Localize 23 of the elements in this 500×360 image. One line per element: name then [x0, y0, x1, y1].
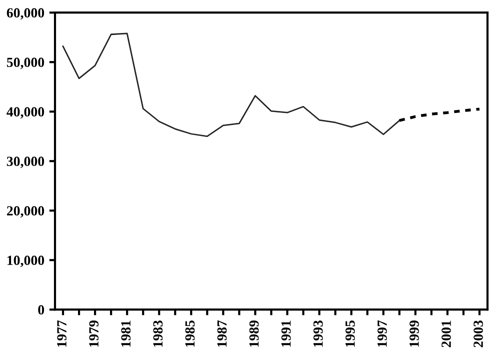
x-tick-label: 1983	[153, 320, 163, 347]
line-series	[62, 32, 400, 138]
y-tick-label: 10,000	[8, 256, 44, 268]
y-tick-label: 0	[38, 305, 44, 315]
x-tick-label: 2001	[442, 320, 451, 348]
x-tick-label: 1985	[185, 320, 195, 347]
line-series	[398, 108, 481, 122]
x-tick-label: 1987	[217, 320, 227, 347]
x-tick-label: 1999	[410, 320, 419, 347]
y-tick-label: 20,000	[6, 206, 44, 218]
x-tick-label: 1997	[378, 320, 387, 347]
x-tick-label: 1991	[281, 320, 291, 347]
y-tick-label: 60,000	[6, 8, 44, 20]
y-tick-label: 30,000	[6, 156, 44, 168]
x-tick-label: 1989	[249, 320, 259, 347]
x-tick-label: 2003	[474, 320, 483, 348]
x-tick-label: 1979	[89, 320, 99, 347]
y-tick-label: 40,000	[6, 107, 44, 119]
x-tick-label: 1995	[345, 320, 355, 347]
x-tick-label: 1993	[313, 320, 323, 347]
x-tick-label: 1981	[121, 320, 131, 347]
y-tick-label: 50,000	[6, 58, 44, 70]
x-tick-label: 1977	[57, 320, 66, 347]
